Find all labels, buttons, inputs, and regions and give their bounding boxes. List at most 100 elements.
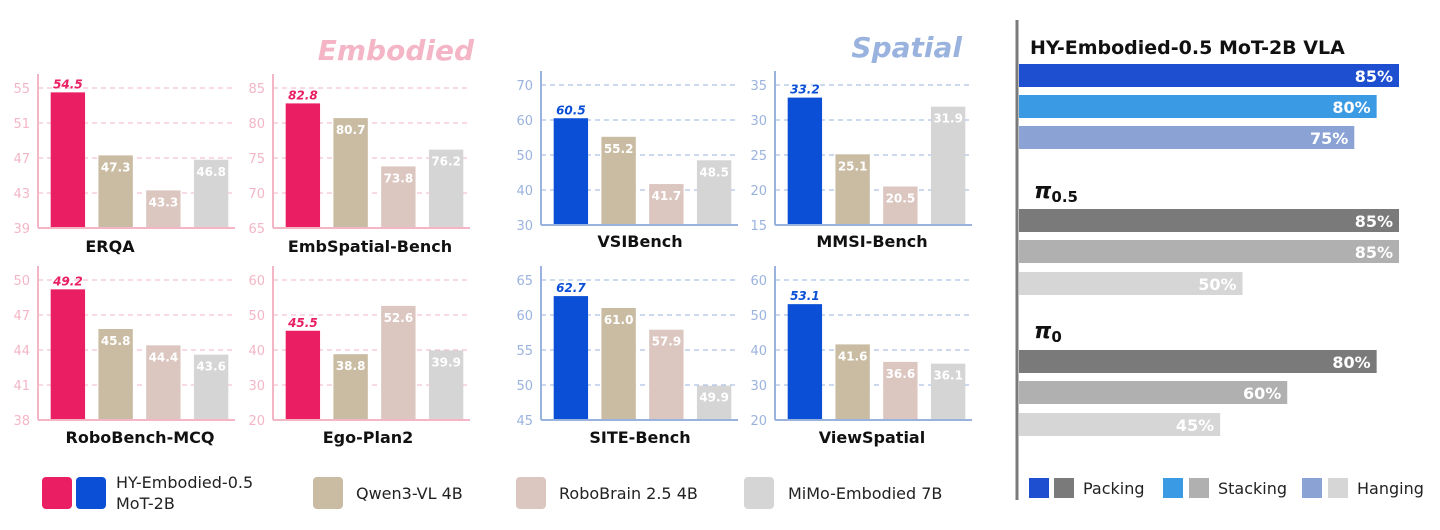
y-tick-label: 85 — [248, 82, 265, 97]
data-label: 36.6 — [886, 367, 916, 381]
success-label: 80% — [1332, 98, 1370, 117]
y-tick-label: 30 — [750, 379, 767, 394]
bar — [649, 329, 684, 420]
bar — [428, 149, 464, 228]
success-label: 50% — [1198, 275, 1236, 294]
y-tick-label: 60 — [516, 114, 533, 129]
bar — [146, 345, 181, 420]
embodied-section-title: Embodied — [318, 34, 475, 67]
chart-viewspatial: 20 30 40 50 60 53.1 41.6 36.6 36.1 ViewSpatial — [750, 266, 972, 447]
data-label: 76.2 — [431, 155, 461, 169]
y-tick-label: 47 — [13, 309, 30, 324]
y-tick-label: 30 — [750, 114, 767, 129]
data-label: 46.8 — [196, 165, 226, 179]
y-tick-label: 50 — [516, 379, 533, 394]
task-legend-swatch — [1163, 478, 1183, 498]
y-tick-label: 55 — [13, 82, 30, 97]
y-tick-label: 60 — [516, 309, 533, 324]
data-label: 57.9 — [652, 335, 682, 349]
data-label: 39.9 — [431, 355, 461, 369]
bar — [333, 118, 368, 228]
chart-site-bench: 45 50 55 60 65 62.7 61.0 57.9 49.9 SITE-Bench — [516, 266, 738, 447]
chart-vsibench: 30 40 50 60 70 60.5 55.2 41.7 48.5 VSIBench — [516, 71, 738, 251]
bar — [285, 330, 321, 420]
pi05-group-title: π0.5 — [1034, 179, 1078, 206]
legend-label: RoboBrain 2.5 4B — [559, 484, 698, 503]
task-legend: Packing Stacking Hanging — [1029, 478, 1424, 498]
bar — [787, 97, 823, 225]
chart-title: ERQA — [85, 237, 135, 256]
chart-embspatial-bench: 65 70 75 80 85 82.8 80.7 73.8 76.2 EmbSpatial-Ben… — [248, 74, 470, 256]
legend-swatch — [42, 477, 72, 509]
success-bar — [1019, 209, 1399, 232]
y-tick-label: 30 — [516, 219, 533, 234]
y-tick-label: 44 — [13, 344, 30, 359]
bar — [193, 354, 229, 420]
pi0-base: π — [1034, 319, 1052, 344]
success-label: 80% — [1332, 353, 1370, 372]
success-label: 45% — [1176, 416, 1214, 435]
success-label: 85% — [1355, 243, 1393, 262]
y-tick-label: 40 — [750, 344, 767, 359]
y-tick-label: 20 — [248, 414, 265, 429]
data-label: 45.5 — [287, 316, 318, 330]
pi0-sub: 0 — [1051, 328, 1061, 346]
bar — [285, 103, 321, 228]
y-tick-label: 40 — [248, 344, 265, 359]
bar — [553, 296, 589, 420]
success-bar — [1019, 64, 1399, 87]
data-label: 82.8 — [288, 88, 318, 102]
legend-swatch — [516, 477, 546, 509]
bar — [835, 154, 870, 225]
bar — [98, 155, 133, 228]
vla-group-title: HY-Embodied-0.5 MoT-2B VLA — [1030, 37, 1345, 59]
pi05-base: π — [1034, 179, 1052, 204]
y-tick-label: 35 — [750, 79, 767, 94]
chart-title: VSIBench — [597, 232, 682, 251]
data-label: 44.4 — [149, 350, 179, 364]
y-tick-label: 20 — [750, 184, 767, 199]
y-tick-label: 50 — [248, 309, 265, 324]
data-label: 41.6 — [838, 349, 868, 363]
success-bar — [1019, 381, 1288, 404]
legend-label-line: MiMo-Embodied 7B — [788, 484, 942, 503]
legend-label: Qwen3-VL 4B — [356, 484, 463, 503]
success-label: 75% — [1310, 129, 1348, 148]
chart-title: RoboBench-MCQ — [66, 428, 215, 447]
bar — [146, 190, 181, 228]
y-tick-label: 65 — [248, 222, 265, 237]
data-label: 36.1 — [933, 369, 963, 383]
task-legend-swatch — [1029, 478, 1049, 498]
data-label: 54.5 — [53, 77, 83, 91]
bar — [381, 305, 416, 420]
success-bar — [1019, 95, 1377, 118]
task-legend-label: Packing — [1083, 479, 1145, 498]
data-label: 45.8 — [101, 334, 131, 348]
legend-label-line: RoboBrain 2.5 4B — [559, 484, 698, 503]
success-bar — [1019, 350, 1377, 373]
y-tick-label: 60 — [248, 274, 265, 289]
data-label: 49.9 — [699, 391, 729, 405]
success-bar — [1019, 126, 1355, 149]
legend-swatch — [313, 477, 343, 509]
task-legend-swatch — [1302, 478, 1322, 498]
legend-label-line: Qwen3-VL 4B — [356, 484, 463, 503]
success-bar — [1019, 272, 1243, 295]
success-label: 85% — [1355, 212, 1393, 231]
data-label: 43.6 — [196, 360, 226, 374]
legend-label: HY-Embodied-0.5 MoT-2B — [116, 473, 253, 513]
data-label: 60.5 — [556, 103, 586, 117]
data-label: 49.2 — [52, 274, 83, 288]
data-label: 48.5 — [699, 165, 729, 179]
data-label: 52.6 — [384, 311, 414, 325]
chart-title: EmbSpatial-Bench — [288, 237, 452, 256]
data-label: 80.7 — [336, 123, 366, 137]
chart-title: ViewSpatial — [819, 428, 925, 447]
bar — [601, 136, 636, 225]
task-legend-swatch — [1189, 478, 1209, 498]
bar — [193, 159, 229, 228]
y-tick-label: 38 — [13, 414, 30, 429]
data-label: 47.3 — [101, 160, 131, 174]
chart-mmsi-bench: 15 20 25 30 35 33.2 25.1 20.5 31.9 MMSI-Bench — [750, 71, 972, 251]
